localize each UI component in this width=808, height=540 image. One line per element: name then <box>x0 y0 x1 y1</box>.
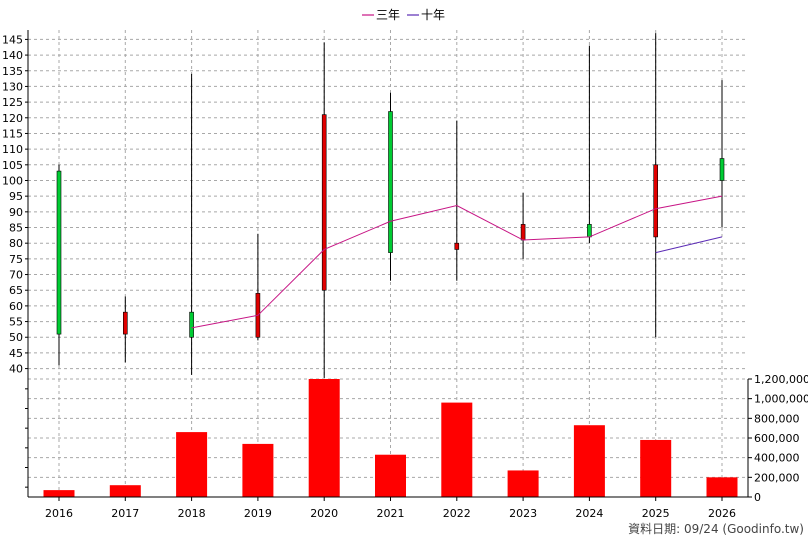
candle-body <box>587 224 592 238</box>
volume-bar <box>176 432 208 497</box>
price-tick-label: 55 <box>9 316 23 329</box>
price-tick-label: 50 <box>9 331 23 344</box>
x-tick-label: 2026 <box>708 507 736 520</box>
price-tick-label: 130 <box>2 80 23 93</box>
x-tick-label: 2025 <box>642 507 670 520</box>
x-tick-label: 2017 <box>111 507 139 520</box>
volume-tick-label: 400,000 <box>754 452 800 465</box>
price-tick-label: 75 <box>9 253 23 266</box>
price-tick-label: 95 <box>9 190 23 203</box>
volume-tick-label: 200,000 <box>754 471 800 484</box>
candle-body <box>388 111 393 253</box>
candle-body <box>719 158 725 181</box>
volume-bar <box>507 470 539 497</box>
candle-body <box>653 164 659 238</box>
legend-label-3y: 三年 <box>376 8 400 22</box>
price-tick-label: 110 <box>2 143 23 156</box>
price-tick-label: 115 <box>2 127 23 140</box>
candle-body <box>321 114 327 291</box>
legend: 三年 十年 <box>362 8 445 22</box>
candle-body <box>520 224 526 241</box>
volume-tick-label: 800,000 <box>754 412 800 425</box>
price-tick-label: 80 <box>9 237 23 250</box>
volume-bar <box>573 425 605 497</box>
price-tick-label: 120 <box>2 112 23 125</box>
volume-tick-label: 600,000 <box>754 432 800 445</box>
price-tick-label: 140 <box>2 49 23 62</box>
x-tick-label: 2021 <box>377 507 405 520</box>
price-tick-label: 65 <box>9 284 23 297</box>
x-axis: 2016 2017 2018 2019 2020 2021 2022 2023 2024 2025… <box>45 497 736 520</box>
volume-tick-label: 0 <box>754 491 761 504</box>
volume-bar <box>308 379 340 497</box>
candle-body <box>189 311 194 338</box>
volume-bar <box>43 490 75 497</box>
volume-bar <box>375 454 406 497</box>
price-tick-label: 70 <box>9 269 23 282</box>
x-tick-label: 2019 <box>244 507 272 520</box>
average-lines <box>191 195 723 329</box>
price-tick-label: 45 <box>9 347 23 360</box>
candle-body <box>56 170 62 335</box>
candle-body <box>454 242 460 250</box>
price-tick-label: 85 <box>9 222 23 235</box>
volume-tick-label: 1,200,000 <box>754 373 808 386</box>
volume-bars <box>43 379 738 497</box>
price-tick-label: 90 <box>9 206 23 219</box>
x-tick-label: 2016 <box>45 507 73 520</box>
price-tick-label: 100 <box>2 174 23 187</box>
x-tick-label: 2023 <box>509 507 537 520</box>
price-grid <box>28 30 748 378</box>
series-line <box>655 236 723 254</box>
x-tick-label: 2022 <box>443 507 471 520</box>
price-axis: 40 45 50 55 60 65 70 75 80 85 90 95 100 105 110 115 120 1… <box>2 33 28 376</box>
series-line <box>191 195 723 329</box>
price-tick-label: 40 <box>9 363 23 376</box>
candle-body <box>123 311 128 335</box>
price-tick-label: 105 <box>2 159 23 172</box>
volume-bar <box>706 477 738 497</box>
legend-label-10y: 十年 <box>421 8 445 22</box>
price-tick-label: 135 <box>2 65 23 78</box>
x-tick-label: 2018 <box>178 507 206 520</box>
plot-frames <box>27 30 749 498</box>
volume-bar <box>242 443 274 497</box>
data-date-footer: 資料日期: 09/24 (Goodinfo.tw) <box>628 522 804 536</box>
volume-bar <box>640 439 672 497</box>
x-tick-label: 2020 <box>310 507 338 520</box>
x-tick-label: 2024 <box>575 507 603 520</box>
price-tick-label: 125 <box>2 96 23 109</box>
volume-axis: 0 200,000 400,000 600,000 800,000 1,000,000 1,… <box>25 373 808 504</box>
volume-bar <box>441 402 473 497</box>
volume-bar <box>109 485 141 497</box>
price-tick-label: 60 <box>9 300 23 313</box>
price-tick-label: 145 <box>2 33 23 46</box>
volume-tick-label: 1,000,000 <box>754 393 808 406</box>
